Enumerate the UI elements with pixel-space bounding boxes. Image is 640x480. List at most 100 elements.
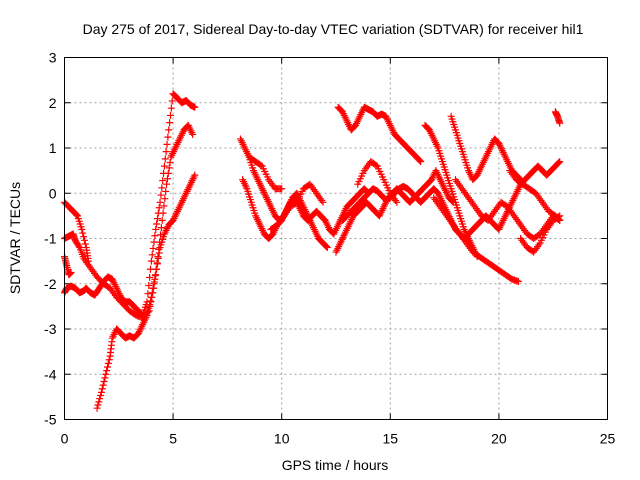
data-point bbox=[150, 280, 158, 288]
data-point bbox=[160, 162, 168, 170]
data-point bbox=[158, 216, 166, 224]
data-points bbox=[61, 90, 564, 412]
data-point bbox=[163, 180, 171, 188]
data-point bbox=[191, 103, 199, 111]
data-point bbox=[147, 293, 155, 301]
data-point bbox=[100, 377, 108, 385]
data-point bbox=[156, 198, 164, 206]
data-point bbox=[555, 158, 563, 166]
data-point bbox=[278, 185, 286, 193]
chart-title: Day 275 of 2017, Sidereal Day-to-day VTE… bbox=[83, 21, 584, 37]
data-point bbox=[97, 388, 105, 396]
data-point bbox=[257, 161, 265, 169]
y-tick-label: -1 bbox=[44, 231, 57, 247]
data-point bbox=[163, 175, 171, 183]
data-point bbox=[101, 374, 109, 382]
data-point bbox=[372, 161, 380, 169]
data-point bbox=[161, 195, 169, 203]
data-point bbox=[155, 204, 163, 212]
data-point bbox=[157, 224, 165, 232]
data-point bbox=[98, 385, 106, 393]
data-point bbox=[393, 198, 401, 206]
data-point bbox=[147, 257, 155, 265]
data-point bbox=[78, 225, 86, 233]
series-5 bbox=[93, 171, 199, 412]
data-point bbox=[147, 265, 155, 273]
data-point bbox=[99, 381, 107, 389]
data-point bbox=[67, 268, 75, 276]
data-point bbox=[168, 97, 176, 105]
data-point bbox=[162, 187, 170, 195]
data-point bbox=[164, 133, 172, 141]
data-point bbox=[514, 277, 522, 285]
data-point bbox=[152, 225, 160, 233]
data-point bbox=[94, 401, 102, 409]
y-tick-label: -4 bbox=[44, 366, 57, 382]
data-point bbox=[95, 398, 103, 406]
data-point bbox=[149, 284, 157, 292]
data-point bbox=[163, 140, 171, 148]
y-axis-label: SDTVAR / TECUs bbox=[7, 182, 23, 294]
x-axis-label: GPS time / hours bbox=[282, 457, 389, 473]
data-point bbox=[191, 171, 199, 179]
series-9 bbox=[267, 180, 327, 233]
data-point bbox=[158, 184, 166, 192]
data-point bbox=[84, 257, 92, 265]
data-point bbox=[166, 119, 174, 127]
data-point bbox=[417, 158, 425, 166]
y-tick-label: -2 bbox=[44, 276, 57, 292]
data-point bbox=[104, 363, 112, 371]
data-point bbox=[556, 212, 564, 220]
data-point bbox=[322, 243, 330, 251]
series-19 bbox=[517, 212, 564, 256]
x-tick-label: 0 bbox=[61, 431, 69, 447]
data-point bbox=[189, 130, 197, 138]
series-20 bbox=[551, 108, 564, 127]
series-4 bbox=[61, 253, 75, 279]
data-point bbox=[103, 367, 111, 375]
series-2 bbox=[61, 90, 199, 319]
data-point bbox=[80, 236, 88, 244]
data-point bbox=[151, 275, 159, 283]
data-point bbox=[166, 158, 174, 166]
data-point bbox=[153, 265, 161, 273]
data-point bbox=[75, 242, 83, 250]
data-point bbox=[81, 240, 89, 248]
x-tick-label: 10 bbox=[274, 431, 290, 447]
data-point bbox=[319, 198, 327, 206]
y-tick-label: 1 bbox=[49, 140, 57, 156]
data-point bbox=[556, 158, 564, 166]
data-point bbox=[73, 211, 81, 219]
data-point bbox=[155, 249, 163, 257]
data-point bbox=[157, 191, 165, 199]
data-point bbox=[166, 111, 174, 119]
series-17 bbox=[451, 176, 564, 242]
series-10 bbox=[332, 167, 457, 256]
data-point bbox=[165, 164, 173, 172]
data-point bbox=[150, 238, 158, 246]
series-13 bbox=[354, 158, 401, 206]
data-point bbox=[148, 289, 156, 297]
data-point bbox=[153, 215, 161, 223]
y-tick-label: 2 bbox=[49, 95, 57, 111]
x-tick-label: 20 bbox=[491, 431, 507, 447]
x-tick-label: 25 bbox=[600, 431, 616, 447]
axis-ticks: 0 5 10 15 20 25 -5 -4 -3 -2 -1 0 1 2 3 bbox=[44, 50, 615, 447]
data-point bbox=[153, 260, 161, 268]
data-point bbox=[154, 209, 162, 217]
data-point bbox=[146, 301, 154, 309]
series-8 bbox=[245, 153, 286, 193]
data-point bbox=[167, 104, 175, 112]
y-tick-label: 3 bbox=[49, 50, 57, 66]
y-tick-label: -3 bbox=[44, 321, 57, 337]
data-point bbox=[149, 244, 157, 252]
series-16 bbox=[430, 194, 522, 285]
data-point bbox=[104, 359, 112, 367]
data-point bbox=[93, 404, 101, 412]
data-point bbox=[160, 169, 168, 177]
data-point bbox=[105, 356, 113, 364]
data-point bbox=[97, 392, 105, 400]
data-point bbox=[145, 282, 153, 290]
data-point bbox=[154, 254, 162, 262]
